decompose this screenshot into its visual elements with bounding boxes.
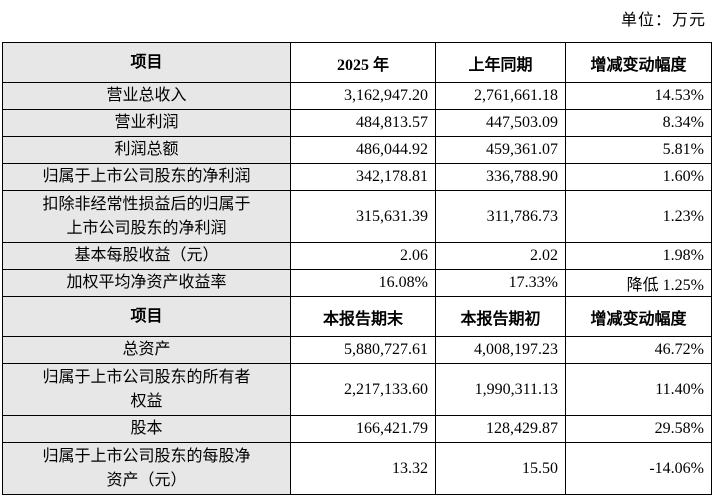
table-row: 归属于上市公司股东的每股净 资产（元） 13.32 15.50 -14.06% (2, 442, 712, 495)
value-current: 166,421.79 (290, 415, 436, 443)
value-current: 486,044.92 (290, 136, 436, 164)
row-label: 总资产 (2, 336, 291, 364)
row-label: 股本 (2, 415, 291, 443)
value-prior: 4,008,197.23 (435, 336, 566, 364)
value-change: 5.81% (565, 136, 712, 164)
value-change: 8.34% (565, 109, 712, 137)
column-header-item: 项目 (2, 42, 291, 83)
table-row: 总资产 5,880,727.61 4,008,197.23 46.72% (2, 336, 712, 364)
value-change: 29.58% (565, 415, 712, 443)
row-label: 利润总额 (2, 136, 291, 164)
table-row: 归属于上市公司股东的所有者 权益 2,217,133.60 1,990,311.… (2, 363, 712, 416)
column-header-prior: 上年同期 (435, 42, 566, 83)
table-row: 归属于上市公司股东的净利润 342,178.81 336,788.90 1.60… (2, 163, 712, 191)
section2-header-row: 项目 本报告期末 本报告期初 增减变动幅度 (2, 296, 712, 337)
value-prior: 336,788.90 (435, 163, 566, 191)
column-header-current: 2025 年 (290, 42, 436, 83)
table-row: 股本 166,421.79 128,429.87 29.58% (2, 415, 712, 443)
column-header-period-end: 本报告期末 (290, 296, 436, 337)
value-change: 11.40% (565, 363, 712, 416)
column-header-period-start: 本报告期初 (435, 296, 566, 337)
column-header-item: 项目 (2, 296, 291, 337)
table-row: 扣除非经常性损益后的归属于 上市公司股东的净利润 315,631.39 311,… (2, 190, 712, 243)
row-label: 归属于上市公司股东的净利润 (2, 163, 291, 191)
value-current: 3,162,947.20 (290, 82, 436, 110)
value-change: 1.98% (565, 242, 712, 270)
table-row: 加权平均净资产收益率 16.08% 17.33% 降低 1.25% (2, 269, 712, 297)
value-current: 5,880,727.61 (290, 336, 436, 364)
value-change: 降低 1.25% (565, 269, 712, 297)
value-change: 1.23% (565, 190, 712, 243)
row-label: 营业利润 (2, 109, 291, 137)
value-current: 2.06 (290, 242, 436, 270)
row-label: 归属于上市公司股东的每股净 资产（元） (2, 442, 291, 495)
row-label: 加权平均净资产收益率 (2, 269, 291, 297)
value-prior: 1,990,311.13 (435, 363, 566, 416)
value-prior: 128,429.87 (435, 415, 566, 443)
value-change: 46.72% (565, 336, 712, 364)
row-label: 扣除非经常性损益后的归属于 上市公司股东的净利润 (2, 190, 291, 243)
value-current: 13.32 (290, 442, 436, 495)
table-row: 基本每股收益（元） 2.06 2.02 1.98% (2, 242, 712, 270)
value-prior: 17.33% (435, 269, 566, 297)
column-header-change: 增减变动幅度 (565, 42, 712, 83)
value-change: -14.06% (565, 442, 712, 495)
table-row: 利润总额 486,044.92 459,361.07 5.81% (2, 136, 712, 164)
value-prior: 2,761,661.18 (435, 82, 566, 110)
value-current: 342,178.81 (290, 163, 436, 191)
table-row: 营业利润 484,813.57 447,503.09 8.34% (2, 109, 712, 137)
value-current: 315,631.39 (290, 190, 436, 243)
financial-summary-table: 项目 2025 年 上年同期 增减变动幅度 营业总收入 3,162,947.20… (2, 42, 712, 495)
table-row: 营业总收入 3,162,947.20 2,761,661.18 14.53% (2, 82, 712, 110)
value-prior: 15.50 (435, 442, 566, 495)
unit-label: 单位：万元 (620, 12, 706, 29)
row-label: 归属于上市公司股东的所有者 权益 (2, 363, 291, 416)
value-current: 2,217,133.60 (290, 363, 436, 416)
value-prior: 2.02 (435, 242, 566, 270)
value-current: 484,813.57 (290, 109, 436, 137)
column-header-change: 增减变动幅度 (565, 296, 712, 337)
section1-header-row: 项目 2025 年 上年同期 增减变动幅度 (2, 42, 712, 83)
row-label: 基本每股收益（元） (2, 242, 291, 270)
value-prior: 447,503.09 (435, 109, 566, 137)
value-change: 1.60% (565, 163, 712, 191)
value-change: 14.53% (565, 82, 712, 110)
value-prior: 459,361.07 (435, 136, 566, 164)
value-current: 16.08% (290, 269, 436, 297)
row-label: 营业总收入 (2, 82, 291, 110)
value-prior: 311,786.73 (435, 190, 566, 243)
